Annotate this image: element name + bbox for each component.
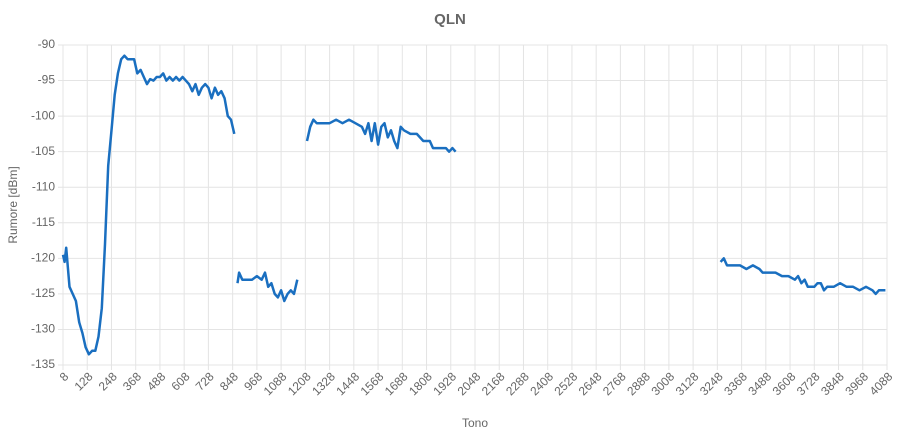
x-tick-label: 2048 — [455, 369, 484, 398]
x-tick-label: 1568 — [358, 369, 387, 398]
x-tick-label: 3848 — [818, 369, 847, 398]
x-tick-label: 1088 — [261, 369, 290, 398]
x-tick-label: 488 — [144, 369, 168, 393]
y-tick-label: -90 — [38, 37, 56, 51]
x-tick-label: 848 — [217, 369, 241, 393]
x-tick-label: 2768 — [600, 369, 629, 398]
y-axis-label: Rumore [dBm] — [6, 166, 20, 243]
x-tick-label: 728 — [193, 369, 217, 393]
y-tick-label: -120 — [31, 251, 55, 265]
x-tick-label: 3248 — [697, 369, 726, 398]
x-tick-label: 4088 — [867, 369, 896, 398]
x-tick-label: 2288 — [503, 369, 532, 398]
y-tick-label: -115 — [32, 215, 55, 229]
x-tick-label: 1208 — [285, 369, 314, 398]
x-tick-label: 368 — [120, 369, 144, 393]
x-tick-label: 2168 — [479, 369, 508, 398]
y-tick-label: -100 — [31, 108, 55, 122]
y-tick-label: -105 — [31, 144, 55, 158]
x-tick-label: 128 — [72, 369, 96, 393]
x-tick-label: 1808 — [406, 369, 435, 398]
y-tick-label: -110 — [32, 179, 55, 193]
x-tick-label: 3488 — [745, 369, 774, 398]
y-tick-label: -130 — [31, 322, 55, 336]
data-line — [61, 54, 886, 356]
x-tick-label: 2888 — [624, 369, 653, 398]
y-tick-label: -135 — [31, 357, 55, 371]
x-tick-label: 608 — [168, 369, 192, 393]
x-tick-label: 3608 — [770, 369, 799, 398]
x-tick-label: 1688 — [382, 369, 411, 398]
x-tick-label: 3968 — [842, 369, 871, 398]
x-tick-label: 3728 — [794, 369, 823, 398]
x-tick-label: 2408 — [527, 369, 556, 398]
x-tick-label: 3368 — [721, 369, 750, 398]
x-tick-label: 2648 — [576, 369, 605, 398]
x-tick-label: 2528 — [552, 369, 581, 398]
x-tick-label: 3008 — [648, 369, 677, 398]
x-tick-label: 1328 — [309, 369, 338, 398]
y-tick-label: -95 — [38, 73, 56, 87]
y-tick-label: -125 — [31, 286, 55, 300]
x-tick-label: 3128 — [673, 369, 702, 398]
chart-title: QLN — [434, 11, 466, 28]
x-tick-label: 248 — [96, 369, 120, 393]
x-tick-label: 1928 — [430, 369, 459, 398]
x-tick-label: 8 — [57, 369, 72, 384]
x-axis-label: Tono — [462, 416, 488, 430]
x-tick-label: 1448 — [333, 369, 362, 398]
